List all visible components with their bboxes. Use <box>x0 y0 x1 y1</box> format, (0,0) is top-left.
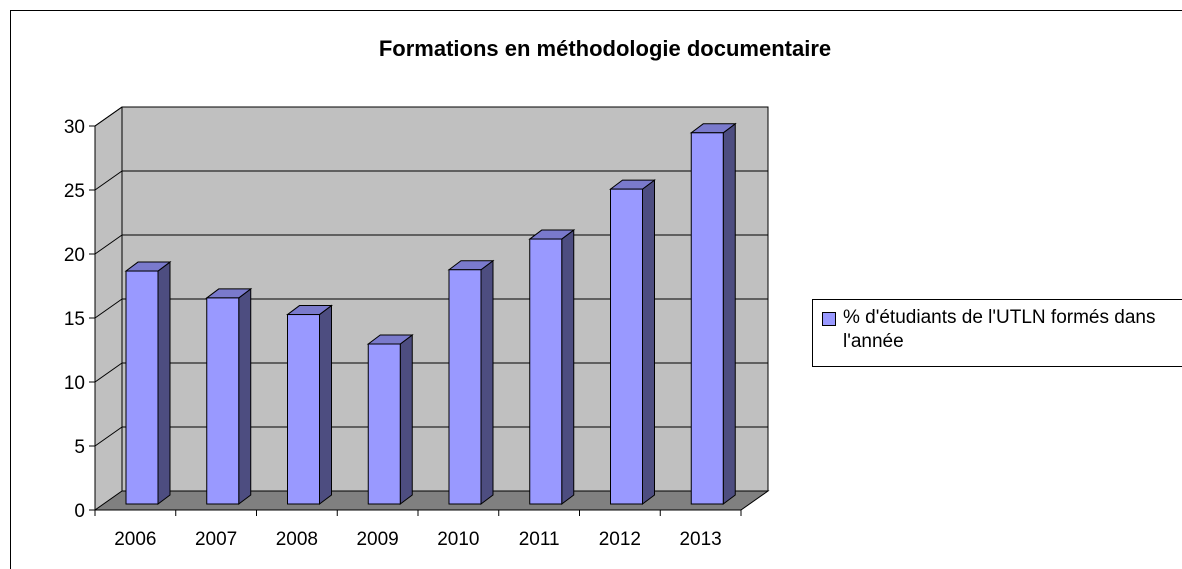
x-tick-label: 2012 <box>599 529 641 550</box>
bar-side <box>642 179 655 505</box>
bar <box>206 297 240 505</box>
bar-side <box>399 334 413 505</box>
gridline-side <box>94 170 123 191</box>
bar-side <box>561 229 575 505</box>
x-tick-label: 2010 <box>437 529 479 550</box>
y-tick-label: 20 <box>64 245 85 266</box>
x-tick-label: 2007 <box>195 529 237 550</box>
bar-side <box>157 261 171 505</box>
chart-frame <box>10 10 1182 569</box>
gridline-side <box>94 426 123 447</box>
side-wall-top <box>94 106 123 127</box>
bar <box>529 238 563 505</box>
bar-side <box>480 259 494 505</box>
bar <box>690 132 724 505</box>
x-tick-label: 2013 <box>679 529 721 550</box>
bar <box>610 188 643 505</box>
legend-swatch <box>822 312 836 326</box>
y-tick-label: 5 <box>74 437 85 458</box>
y-tick-label: 25 <box>64 181 85 202</box>
y-tick-label: 0 <box>74 501 85 522</box>
bar <box>287 314 320 505</box>
floor <box>95 491 768 510</box>
bar-side <box>238 287 252 505</box>
x-tick-label: 2008 <box>276 529 318 550</box>
x-tick-label: 2009 <box>356 529 398 550</box>
y-tick-label: 30 <box>64 117 85 138</box>
x-tick-label: 2011 <box>519 529 560 550</box>
gridline-side <box>94 362 123 383</box>
bar <box>367 343 401 505</box>
gridline-side <box>94 298 123 319</box>
x-tick-label: 2006 <box>114 529 156 550</box>
y-tick-label: 10 <box>64 373 85 394</box>
bar <box>448 269 482 505</box>
back-wall-outline <box>121 106 769 491</box>
bar-side <box>319 304 332 505</box>
y-tick-label: 15 <box>64 309 85 330</box>
gridline-side <box>94 234 123 255</box>
chart-title: Formations en méthodologie documentaire <box>378 36 832 61</box>
bar <box>125 270 159 505</box>
bar-side <box>722 122 736 505</box>
legend-label: % d'étudiants de l'UTLN formés dans l'an… <box>843 307 1156 352</box>
legend: % d'étudiants de l'UTLN formés dans l'an… <box>812 299 1182 367</box>
